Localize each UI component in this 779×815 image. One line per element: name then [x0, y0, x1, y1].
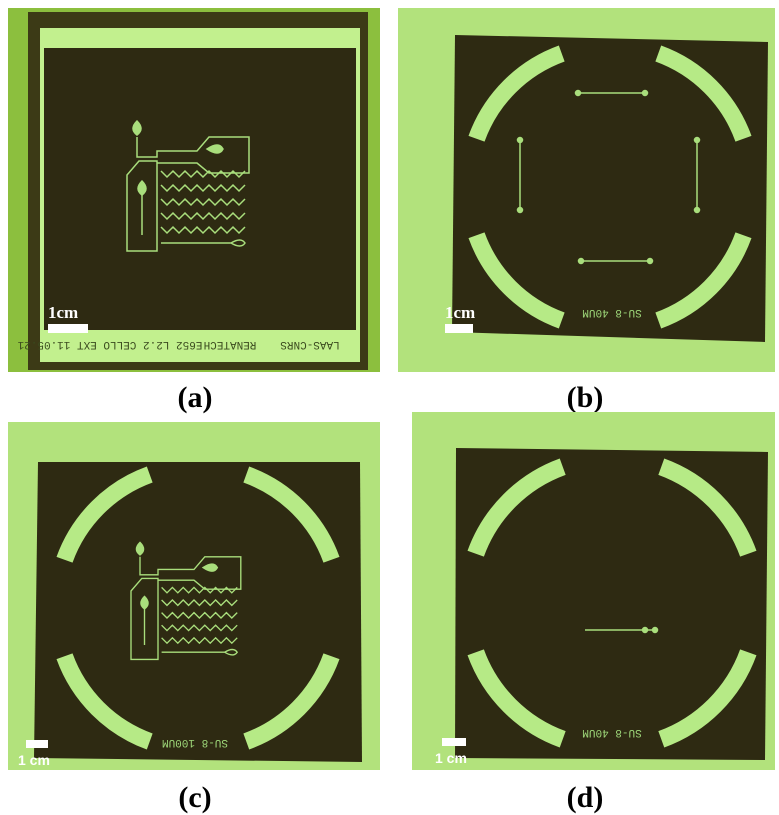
panel-d: SU-8 40UM 1 cm (d) — [412, 412, 775, 814]
scale-label: 1 cm — [18, 752, 50, 768]
mask-text: E652 L2.2 CELLO EXT 11.05.21 — [17, 338, 202, 350]
scale-label: 1cm — [445, 303, 475, 322]
scale-bar — [26, 740, 48, 748]
panel-label: (a) — [178, 381, 213, 414]
channels — [585, 626, 659, 634]
mask-plate — [455, 448, 768, 760]
mask-text: LAAS-CNRS — [280, 338, 340, 350]
panel-label: (d) — [567, 781, 604, 814]
panel-label: (b) — [567, 381, 604, 414]
scale-bar — [445, 324, 473, 333]
scale-bar — [48, 324, 88, 333]
panel-c: SU-8 100UM 1 cm (c) — [8, 422, 380, 814]
scale-label: 1cm — [48, 303, 78, 322]
mask-text: RENATECH — [204, 338, 257, 350]
panel-label: (c) — [178, 781, 211, 814]
scale-label: 1 cm — [435, 750, 467, 766]
scale-bar — [442, 738, 466, 746]
mask-plate — [452, 35, 768, 342]
mask-text: SU-8 40UM — [582, 726, 641, 738]
mask-plate — [34, 462, 362, 762]
panel-b: SU-8 40UM 1cm (b) — [398, 8, 775, 414]
mask-text: SU-8 100UM — [162, 736, 228, 748]
channels — [516, 89, 701, 265]
mask-text: SU-8 40UM — [582, 306, 641, 318]
panel-a: E652 L2.2 CELLO EXT 11.05.21 RENATECH LA… — [8, 8, 380, 414]
